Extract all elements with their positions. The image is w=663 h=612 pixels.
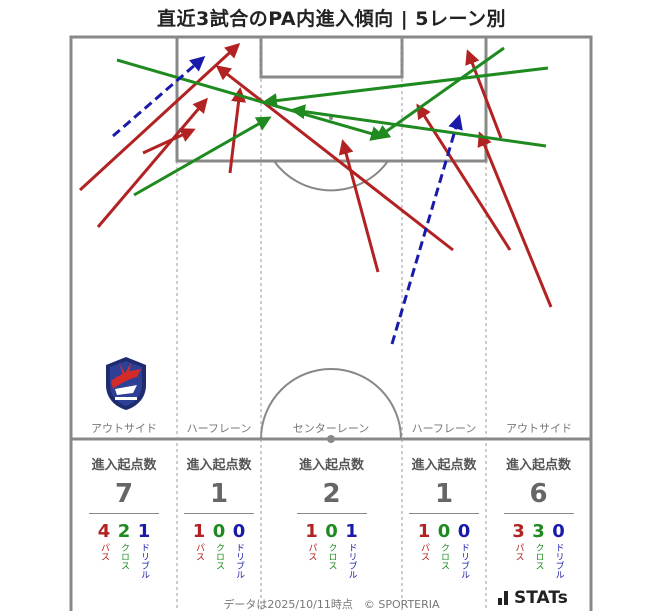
brand-name: STATs [514,588,568,608]
lane-stat-heading: 進入起点数 [505,458,571,473]
lane-stat-total: 1 [434,479,454,509]
lane-label: アウトサイド [91,422,157,435]
lane-label: センターレーン [293,422,369,435]
cross-arrow [262,66,549,109]
cross-arrow [133,116,272,197]
lane-stat-rule [184,513,254,514]
lane-stat-total: 7 [114,479,134,509]
lane-stat-total: 2 [322,479,341,509]
pass-count: 1 パス [192,521,206,562]
cross-count: 0 クロス [212,521,226,571]
lane-stat-heading: 進入起点数 [186,458,252,473]
lane-label: アウトサイド [506,422,572,435]
center-spot [327,435,335,443]
lane-stat-breakdown: 1 パス 0 クロス 1 ドリブル [261,521,402,580]
data-timestamp-footer: データは2025/10/11時点 © SPORTERIA [223,598,440,611]
pass-arrow [338,139,380,273]
lane-stat-halfspace-left: 進入起点数 1 1 パス 0 クロス 0 ドリブル [177,440,261,590]
cross-arrows [116,46,549,197]
dribble-count: 1 ドリブル [137,521,151,580]
pass-arrow [78,42,241,192]
lane-stat-heading: 進入起点数 [411,458,477,473]
pass-arrow [477,131,553,308]
lane-label: ハーフレーン [187,422,252,435]
penalty-arc [273,160,389,192]
pass-count: 1 パス [305,521,318,562]
pass-arrows [78,42,553,308]
cross-count: 0 クロス [325,521,338,571]
pass-arrow [96,97,208,228]
goal-area [259,35,404,79]
lane-stat-rule [503,513,574,514]
lane-label: ハーフレーン [412,422,477,435]
pass-count: 4 パス [97,521,111,562]
lane-stat-heading: 進入起点数 [91,458,157,473]
lane-stat-outside-left: 進入起点数 7 4 パス 2 クロス 1 ドリブル [71,440,177,590]
dribble-count: 0 ドリブル [457,521,471,580]
lane-stat-heading: 進入起点数 [298,458,364,473]
pass-arrow [228,87,247,174]
cross-arrow [374,46,505,140]
pass-count: 1 パス [417,521,431,562]
lane-stat-outside-right: 進入起点数 6 3 パス 3 クロス 0 ドリブル [486,440,591,590]
dribble-arrow [390,114,463,345]
lane-stat-total: 6 [529,479,548,509]
lane-stat-rule [89,513,159,514]
dribble-count: 0 ドリブル [232,521,246,580]
cross-count: 3 クロス [532,521,545,571]
lane-stat-center: 進入起点数 2 1 パス 0 クロス 1 ドリブル [261,440,402,590]
lane-stats: 進入起点数 7 4 パス 2 クロス 1 ドリブル 進入起点数 1 1 パス 0 クロス … [71,440,591,590]
page-title: 直近3試合のPA内進入傾向 | 5レーン別 [156,8,507,30]
dribble-count: 0 ドリブル [552,521,565,580]
lane-stat-breakdown: 4 パス 2 クロス 1 ドリブル [71,521,177,580]
lane-stat-breakdown: 1 パス 0 クロス 0 ドリブル [177,521,261,580]
lane-stat-rule [296,513,367,514]
cross-arrow [290,104,547,148]
lane-stat-breakdown: 1 パス 0 クロス 0 ドリブル [402,521,486,580]
stats-bars-icon [498,591,510,605]
center-circle [260,368,402,440]
cross-arrow [116,58,386,141]
dribble-arrows [112,56,463,345]
lane-stat-breakdown: 3 パス 3 クロス 0 ドリブル [486,521,591,580]
dribble-count: 1 ドリブル [345,521,358,580]
cross-count: 0 クロス [437,521,451,571]
pass-arrow [465,49,503,139]
lane-stat-rule [409,513,479,514]
lane-stat-total: 1 [209,479,229,509]
brand-logo: STATs [498,588,568,608]
club-crest-icon [106,357,146,410]
pass-count: 3 パス [512,521,525,562]
cross-count: 2 クロス [117,521,131,571]
pass-arrow [142,128,196,155]
dribble-arrow [112,56,206,138]
lane-stat-halfspace-right: 進入起点数 1 1 パス 0 クロス 0 ドリブル [402,440,486,590]
pass-arrow [215,65,454,252]
